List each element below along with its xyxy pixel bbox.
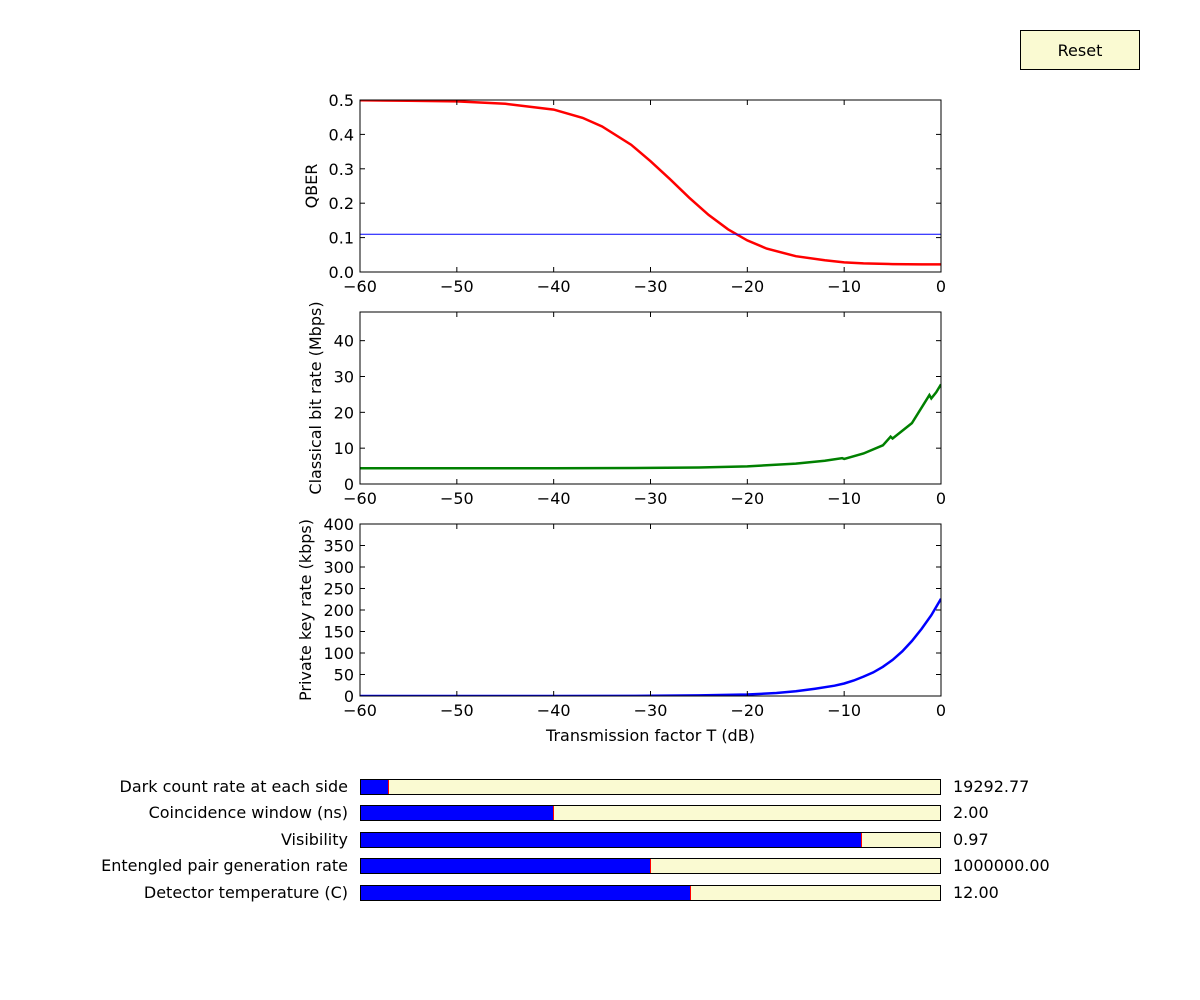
x-axis-label: Transmission factor T (dB) [545, 726, 755, 745]
slider-dark-count-rate: Dark count rate at each side 19292.77 [0, 777, 1200, 796]
x-tick-label: −10 [827, 277, 861, 296]
slider-fill[interactable] [361, 780, 389, 794]
y-tick-label: 40 [334, 332, 354, 351]
series-line [360, 598, 941, 696]
x-tick-label: 0 [936, 701, 946, 720]
y-tick-label: 0.1 [329, 229, 354, 248]
slider-label: Visibility [280, 830, 348, 849]
x-tick-label: −50 [440, 701, 474, 720]
y-tick-label: 300 [323, 558, 354, 577]
reset-button[interactable]: Reset [1020, 30, 1140, 70]
slider-fill[interactable] [361, 833, 862, 847]
x-tick-label: −40 [537, 277, 571, 296]
slider-track[interactable] [360, 805, 941, 821]
plot-frame [359, 523, 942, 697]
x-tick-label: −20 [730, 489, 764, 508]
y-tick-label: 0.0 [329, 263, 354, 282]
x-tick-label: −50 [440, 277, 474, 296]
slider-visibility: Visibility 0.97 [0, 830, 1200, 849]
x-tick-label: −30 [634, 489, 668, 508]
slider-track[interactable] [360, 779, 941, 795]
y-tick-label: 20 [334, 403, 354, 422]
slider-fill[interactable] [361, 806, 554, 820]
y-tick-label: 100 [323, 644, 354, 663]
y-tick-label: 0.5 [329, 91, 354, 110]
plot-frame [359, 99, 942, 273]
slider-fill[interactable] [361, 886, 692, 900]
slider-value: 0.97 [953, 830, 989, 849]
y-axis-label: Classical bit rate (Mbps) [306, 301, 325, 494]
y-tick-label: 10 [334, 439, 354, 458]
slider-label: Coincidence window (ns) [148, 803, 348, 822]
y-tick-label: 0 [344, 475, 354, 494]
y-tick-label: 30 [334, 368, 354, 387]
series-line [360, 383, 941, 470]
y-tick-label: 150 [323, 623, 354, 642]
y-tick-label: 0.3 [329, 160, 354, 179]
slider-value: 12.00 [953, 883, 999, 902]
y-tick-label: 50 [334, 666, 354, 685]
plot-frame [359, 311, 942, 485]
y-tick-label: 400 [323, 515, 354, 534]
x-tick-label: −60 [343, 489, 377, 508]
y-tick-label: 0 [344, 687, 354, 706]
x-tick-label: −60 [343, 701, 377, 720]
x-tick-label: −40 [537, 489, 571, 508]
x-tick-label: −40 [537, 701, 571, 720]
y-axis-label: Private key rate (kbps) [296, 519, 315, 701]
y-tick-label: 0.4 [329, 125, 354, 144]
x-tick-label: −30 [634, 277, 668, 296]
slider-label: Dark count rate at each side [119, 777, 348, 796]
slider-track[interactable] [360, 832, 941, 848]
x-tick-label: −60 [343, 277, 377, 296]
slider-label: Detector temperature (C) [143, 883, 348, 902]
series-line [360, 100, 941, 266]
slider-label: Entengled pair generation rate [101, 856, 348, 875]
slider-pair-generation-rate: Entengled pair generation rate 1000000.0… [0, 856, 1200, 875]
x-tick-label: −20 [730, 277, 764, 296]
x-tick-label: −30 [634, 701, 668, 720]
slider-track[interactable] [360, 858, 941, 874]
x-tick-label: −10 [827, 701, 861, 720]
slider-fill[interactable] [361, 859, 651, 873]
x-tick-label: −50 [440, 489, 474, 508]
slider-value: 19292.77 [953, 777, 1030, 796]
x-tick-label: 0 [936, 489, 946, 508]
slider-coincidence-window: Coincidence window (ns) 2.00 [0, 803, 1200, 822]
y-tick-label: 250 [323, 580, 354, 599]
y-axis-label: QBER [302, 164, 321, 209]
slider-value: 1000000.00 [953, 856, 1050, 875]
y-tick-label: 0.2 [329, 194, 354, 213]
slider-track[interactable] [360, 885, 941, 901]
y-tick-label: 200 [323, 601, 354, 620]
y-tick-label: 350 [323, 537, 354, 556]
x-tick-label: −10 [827, 489, 861, 508]
x-tick-label: 0 [936, 277, 946, 296]
slider-detector-temperature: Detector temperature (C) 12.00 [0, 883, 1200, 902]
x-tick-label: −20 [730, 701, 764, 720]
slider-value: 2.00 [953, 803, 989, 822]
